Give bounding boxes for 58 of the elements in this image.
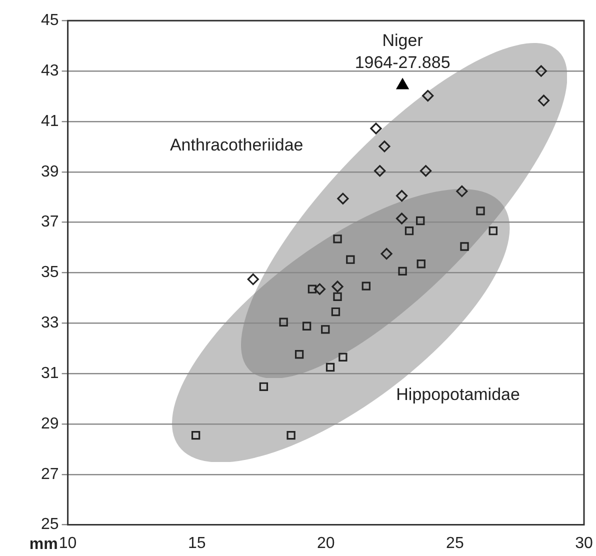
point [314,283,326,295]
point [259,382,268,391]
point [331,307,340,316]
y-tick-label: 35 [41,264,59,282]
x-tick-label: 10 [58,534,77,552]
point [337,192,349,204]
point [279,318,288,326]
y-tick-label: 27 [41,466,59,483]
point [416,216,425,226]
y-tick-label: 25 [41,516,59,534]
point [396,212,408,224]
y-tick-label: 39 [41,163,59,180]
point [326,362,335,372]
annotation: Anthracotheriidae [170,135,304,154]
point [338,352,348,362]
point [346,255,355,264]
point [378,140,390,152]
y-tick-label: 33 [41,314,59,332]
x-tick-label: 25 [446,534,464,552]
y-tick-label: 45 [41,12,59,30]
point [374,165,386,177]
point [308,284,317,294]
point [460,242,469,251]
point [380,248,392,260]
point [332,280,344,292]
point [321,325,330,334]
point [420,165,432,177]
point [396,190,408,202]
y-tick-label: 31 [41,364,59,382]
point [333,234,342,244]
point [302,322,312,330]
point [538,94,550,106]
point [398,266,407,276]
y-tick-label: 41 [41,112,59,130]
point [362,282,370,290]
point [456,185,468,198]
x-axis-title: mm [29,536,58,554]
x-tick-label: 15 [188,534,206,552]
point [416,260,426,268]
point [333,292,342,301]
point [476,206,485,216]
point [286,430,296,440]
point [422,90,434,102]
point [488,226,498,236]
point [191,430,200,440]
point [247,273,259,286]
annotation: Niger 1964-27.885 [354,31,450,72]
x-tick-label: 30 [575,534,593,552]
point [294,350,304,359]
point [404,226,414,236]
point [535,65,547,77]
x-tick-label: 20 [317,534,335,552]
y-tick-label: 43 [41,62,59,80]
y-tick-label: 29 [41,415,59,432]
point [370,122,382,134]
point [396,78,409,90]
y-tick-label: 37 [41,214,59,231]
annotation: Hippopotamidae [396,385,520,404]
